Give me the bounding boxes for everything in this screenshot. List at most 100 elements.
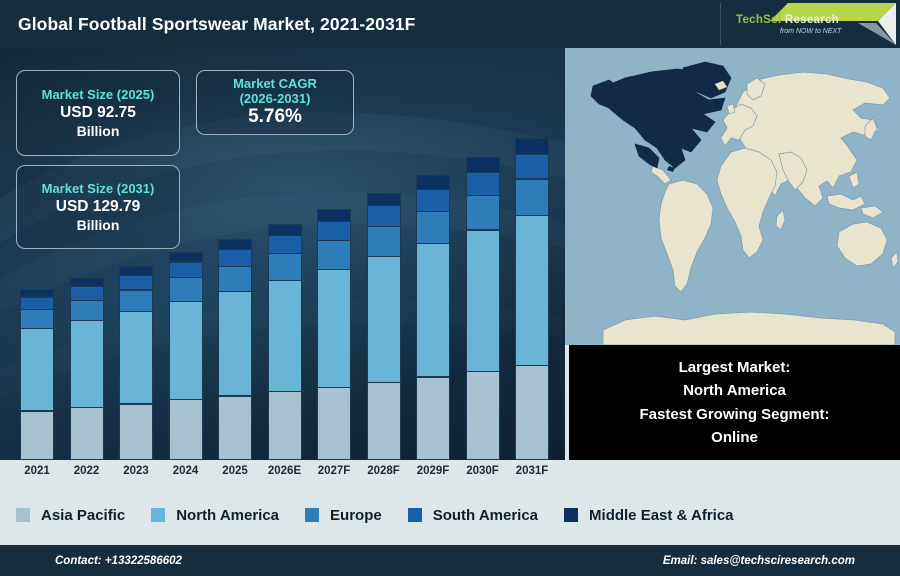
map-australia	[836, 221, 888, 267]
bar-stack-2028F	[366, 192, 401, 460]
legend-swatch-icon	[407, 508, 422, 522]
map-europe	[720, 103, 758, 147]
page-title: Global Football Sportswear Market, 2021-…	[18, 13, 416, 34]
bar-segment	[416, 188, 450, 212]
map-central-america	[650, 165, 672, 185]
logo-wordmark: TechSci Research	[736, 14, 839, 26]
bar-segment	[168, 399, 203, 460]
bar-segment	[267, 235, 302, 255]
x-axis-tick: 2024	[172, 465, 199, 477]
bar-segment	[69, 407, 104, 460]
kpi-unit: Billion	[76, 216, 120, 233]
map-north-america-west	[590, 79, 622, 109]
kpi-value: 5.76%	[248, 106, 302, 128]
x-axis-tick: 2028F	[367, 465, 400, 477]
techsci-logo: TechSci Research from NOW to NEXT	[720, 0, 900, 48]
map-southeast-asia	[826, 193, 866, 211]
bar-segment	[317, 209, 351, 222]
bar-stack-2031F	[515, 138, 549, 460]
bar-segment	[317, 386, 351, 460]
largest-market-value: North America	[683, 382, 786, 400]
bar-segment	[465, 157, 500, 173]
bar-stack-2026E	[267, 224, 302, 460]
bar-segment	[416, 243, 450, 378]
legend-swatch-icon	[564, 508, 579, 522]
bar-segment	[515, 153, 549, 180]
bar-segment	[119, 403, 153, 460]
bar-segment	[218, 266, 252, 293]
logo-tagline: from NOW to NEXT	[780, 28, 842, 35]
bar-segment	[69, 320, 104, 409]
bar-segment	[465, 229, 500, 372]
legend-label: Europe	[330, 506, 382, 524]
x-axis-tick: 2025	[222, 465, 248, 477]
bar-stack-2021	[20, 288, 54, 460]
x-axis-tick: 2022	[73, 465, 100, 477]
bar-stack-2023	[119, 265, 153, 460]
kpi-unit: Billion	[76, 122, 120, 139]
logo-arrow-icon	[770, 3, 896, 45]
bar-stack-2025	[218, 238, 252, 460]
logo-research-text: Research	[781, 14, 840, 26]
bar-segment	[69, 286, 104, 302]
bar-segment	[20, 410, 54, 460]
kpi-market-cagr: Market CAGR (2026-2031) 5.76%	[196, 70, 354, 135]
map-antarctica	[602, 311, 896, 345]
kpi-value: USD 129.79	[55, 197, 141, 215]
bar-segment	[168, 300, 203, 401]
bar-segment	[416, 175, 450, 190]
bar-segment	[168, 261, 203, 279]
bar-segment	[416, 376, 450, 460]
bar-segment	[119, 274, 153, 291]
x-axis-tick: 2023	[123, 465, 149, 477]
bar-segment	[168, 277, 203, 302]
bar-segment	[465, 195, 500, 231]
bar-segment	[465, 371, 500, 460]
bar-segment	[20, 296, 54, 311]
bar-segment	[20, 328, 54, 412]
bar-segment	[366, 381, 401, 460]
stacked-bar-chart	[0, 48, 565, 460]
world-map	[565, 48, 900, 345]
bar-segment	[69, 300, 104, 322]
map-madagascar	[775, 209, 786, 231]
bar-segment	[267, 253, 302, 281]
map-scandinavia	[746, 77, 766, 101]
bar-segment	[515, 215, 549, 367]
bar-segment	[317, 240, 351, 270]
x-axis-tick: 2026E	[267, 465, 302, 477]
bar-stack-2030F	[465, 157, 500, 460]
bar-segment	[119, 289, 153, 313]
header-bar: Global Football Sportswear Market, 2021-…	[0, 0, 900, 48]
bar-segment	[267, 391, 302, 460]
kpi-label: Market CAGR	[233, 75, 317, 91]
map-indonesia-east	[860, 205, 884, 219]
legend-item[interactable]: Middle East & Africa	[564, 507, 734, 524]
bar-stack-2027F	[317, 209, 351, 460]
map-caribbean	[667, 166, 675, 172]
chart-x-axis: 2021 2022 2023 2024 2025 2026E 2027F 2028F 2029F…	[0, 460, 565, 485]
bar-segment	[515, 178, 549, 217]
kpi-label: Market Size (2025)	[41, 87, 155, 103]
logo-tech-text: TechSci	[736, 14, 782, 26]
legend-item[interactable]: Europe	[305, 507, 382, 524]
kpi-sublabel: (2026-2031)	[239, 91, 311, 107]
bar-segment	[515, 365, 549, 460]
kpi-market-size-2025: Market Size (2025) USD 92.75 Billion	[16, 70, 180, 156]
map-mexico	[634, 143, 660, 169]
legend-item[interactable]: Asia Pacific	[16, 507, 125, 524]
legend-item[interactable]: South America	[407, 506, 539, 524]
x-axis-tick: 2030F	[466, 465, 499, 477]
legend-item[interactable]: North America	[151, 507, 279, 524]
legend-swatch-icon	[16, 508, 30, 522]
legend-swatch-icon	[151, 508, 166, 522]
fastest-segment-value: Online	[711, 428, 758, 446]
bar-segment	[465, 171, 500, 197]
bar-segment	[218, 395, 252, 460]
world-map-svg	[565, 48, 900, 345]
chart-panel	[0, 48, 565, 460]
bar-segment	[416, 210, 450, 245]
legend-label: South America	[432, 506, 539, 524]
bar-segment	[218, 291, 252, 397]
